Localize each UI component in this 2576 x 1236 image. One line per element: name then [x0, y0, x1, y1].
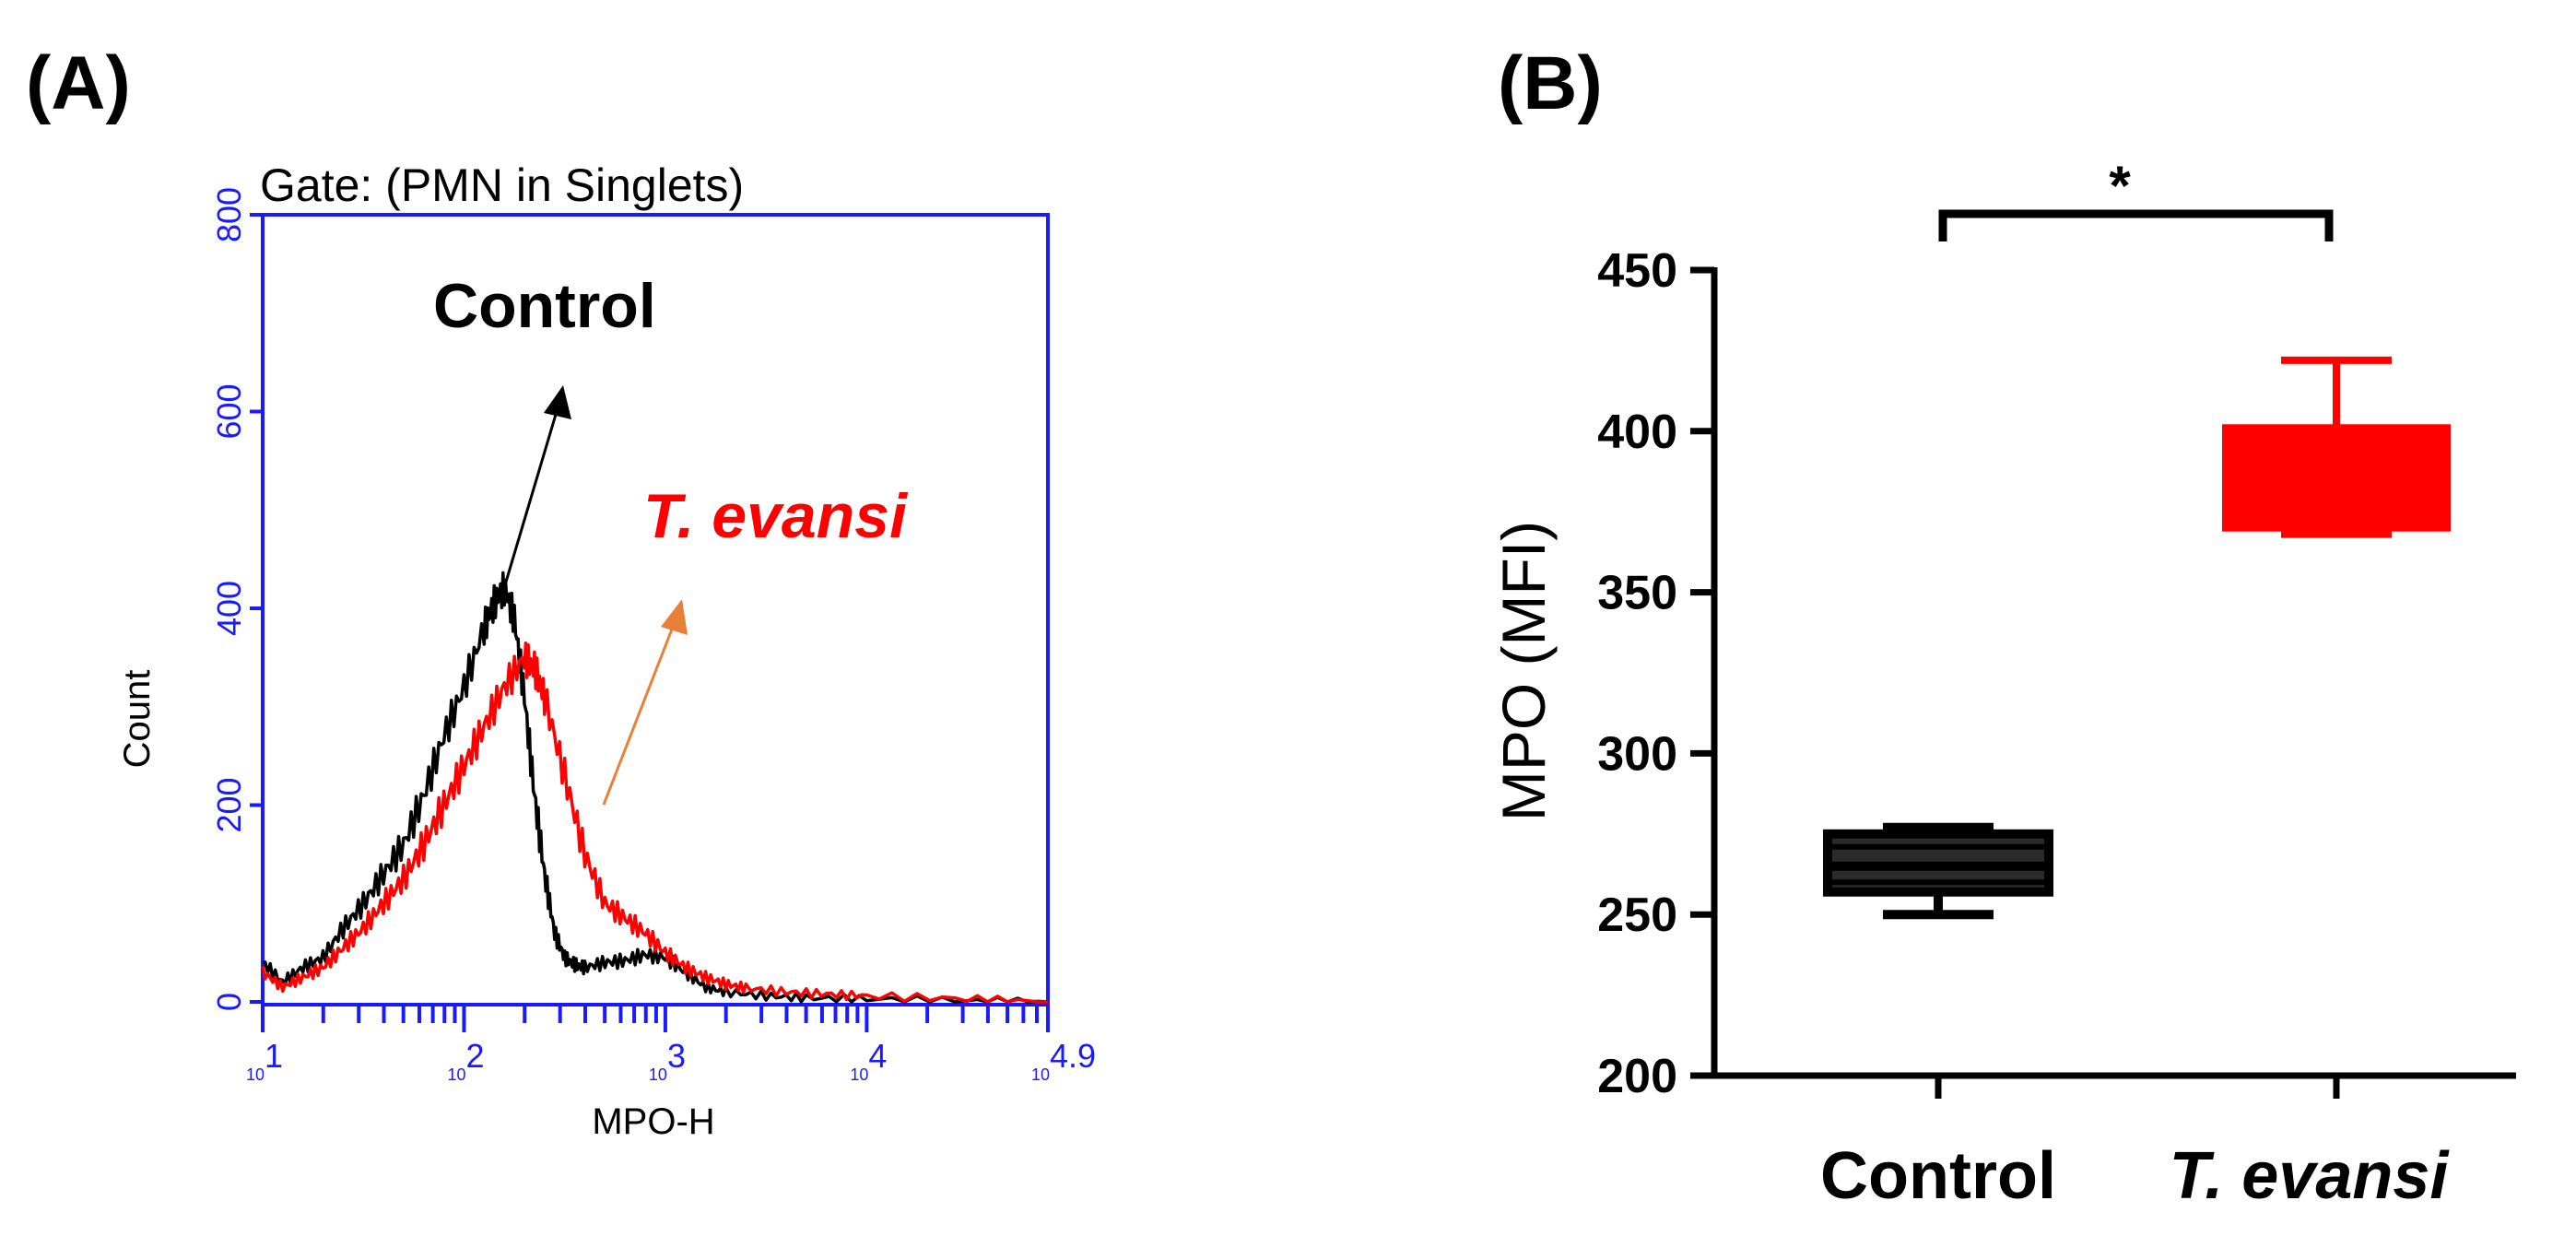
boxplot-boxes — [1823, 356, 2451, 1099]
histogram-panel: Gate: (PMN in Singlets) 0 200 400 600 800 10… — [117, 159, 1096, 1142]
t-evansi-annotation: T. evansi — [643, 481, 909, 551]
box-t-evansi — [2222, 356, 2451, 538]
panel-b-label: (B) — [1498, 41, 1603, 125]
histogram-x-tick-label: 101 — [246, 1037, 283, 1084]
boxplot-y-tick-label: 400 — [1597, 406, 1677, 459]
histogram-y-tick-label: 800 — [210, 187, 248, 242]
histogram-x-tick-label: 104 — [850, 1037, 887, 1084]
histogram-series — [261, 571, 1049, 1004]
histogram-y-label: Count — [117, 670, 158, 769]
boxplot-y-tick-label: 200 — [1597, 1050, 1677, 1103]
histogram-line-control — [262, 571, 1049, 1004]
tick-base: 10 — [850, 1065, 868, 1084]
tick-base: 10 — [1031, 1065, 1050, 1084]
significance-marker: * — [2109, 155, 2131, 217]
histogram-x-label: MPO-H — [592, 1101, 714, 1142]
histogram-y-tick-label: 600 — [210, 383, 248, 439]
category-label-control: Control — [1820, 1139, 2056, 1213]
histogram-y-axis: 0 200 400 600 800 — [210, 187, 263, 1011]
t-evansi-arrow — [602, 599, 688, 806]
histogram-x-tick-label: 104.9 — [1031, 1037, 1096, 1084]
tick-exponent: 2 — [465, 1037, 484, 1075]
significance-bracket — [1938, 209, 2334, 241]
tick-exponent: 3 — [667, 1037, 686, 1075]
histogram-x-tick-label: 102 — [447, 1037, 484, 1084]
tick-base: 10 — [246, 1065, 265, 1084]
histogram-x-tick-label: 103 — [649, 1037, 686, 1084]
tick-base: 10 — [649, 1065, 667, 1084]
histogram-y-tick-label: 200 — [210, 777, 248, 832]
tick-exponent: 1 — [265, 1037, 283, 1075]
boxplot-y-tick-label: 250 — [1597, 889, 1677, 942]
tick-base: 10 — [447, 1065, 465, 1084]
boxplot-y-tick-label: 450 — [1597, 244, 1677, 298]
histogram-title: Gate: (PMN in Singlets) — [260, 159, 744, 211]
tick-exponent: 4 — [868, 1037, 887, 1075]
boxplot-panel: 200 250 300 350 400 450 MPO (MFI) Control T. … — [1489, 155, 2516, 1213]
histogram-y-tick-label: 0 — [210, 993, 248, 1011]
boxplot-y-tick-label: 350 — [1597, 567, 1677, 620]
category-label-t-evansi: T. evansi — [2170, 1139, 2451, 1213]
histogram-y-tick-label: 400 — [210, 581, 248, 636]
box-control — [1823, 822, 2053, 920]
panel-a-label: (A) — [26, 41, 131, 125]
control-arrow — [502, 385, 571, 589]
boxplot-y-axis: 200 250 300 350 400 450 — [1597, 244, 1714, 1103]
control-annotation: Control — [433, 271, 656, 341]
histogram-x-axis: 101 102 103 104 104.9 — [246, 1005, 1096, 1084]
boxplot-y-tick-label: 300 — [1597, 727, 1677, 781]
boxplot-y-label: MPO (MFI) — [1489, 521, 1558, 821]
tick-exponent: 4.9 — [1050, 1037, 1096, 1075]
histogram-line-t-evansi — [261, 641, 1048, 1004]
